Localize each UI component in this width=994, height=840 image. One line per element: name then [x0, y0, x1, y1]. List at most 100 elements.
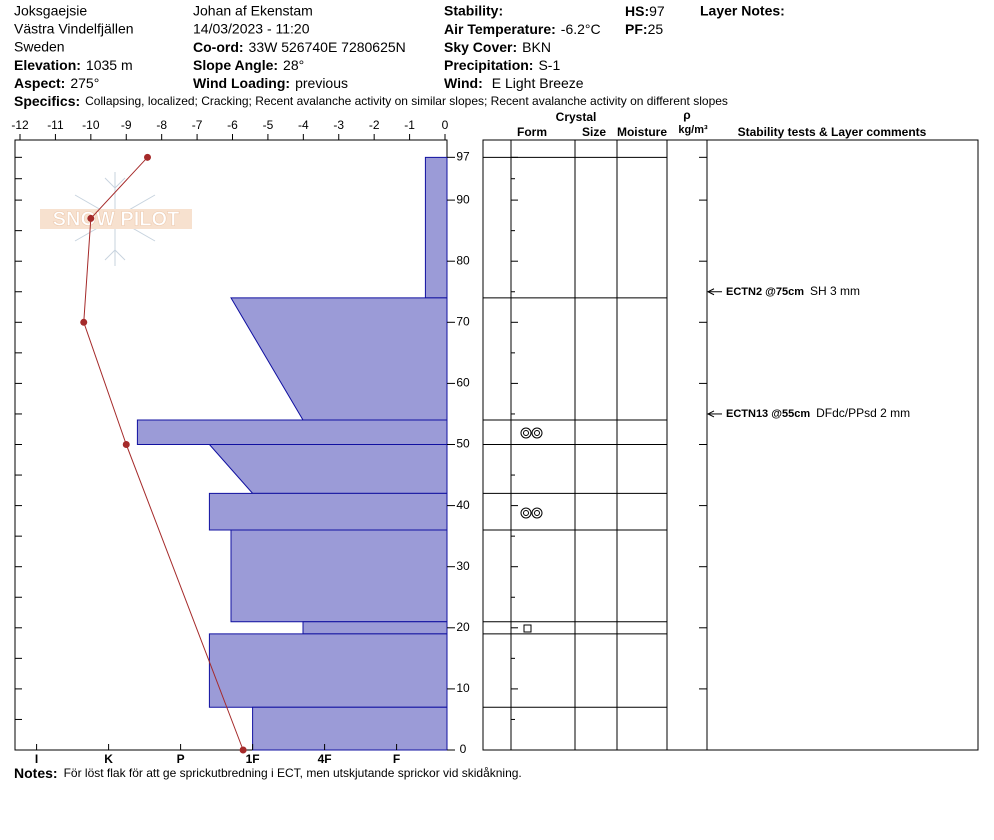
field-label: Wind Loading:	[193, 75, 290, 91]
temperature-tick-label: 0	[442, 118, 449, 132]
column-header: kg/m³	[678, 124, 708, 136]
layer-bar	[230, 529, 448, 623]
location-line: Västra Vindelfjällen	[14, 21, 134, 37]
field-label: Specifics:	[14, 93, 80, 109]
field-label: Slope Angle:	[193, 57, 278, 73]
wind-loading: Wind Loading: previous	[193, 75, 348, 91]
pf: PF:25	[625, 21, 663, 37]
location-line: Joksgaejsie	[14, 3, 87, 19]
layer-bar	[208, 492, 448, 531]
field-value: BKN	[522, 39, 551, 55]
field-value: E Light Breeze	[492, 75, 584, 91]
temperature-tick-label: -8	[156, 118, 167, 132]
y-tick-label: 80	[456, 253, 470, 267]
temperature-tick-label: -6	[227, 118, 238, 132]
field-label: Precipitation:	[444, 57, 533, 73]
y-tick-label: 60	[456, 376, 470, 390]
datetime: 14/03/2023 - 11:20	[193, 21, 310, 37]
temperature-point	[239, 746, 247, 754]
y-tick-label: 70	[456, 314, 470, 328]
air-temperature: Air Temperature: -6.2°C	[444, 21, 601, 37]
column-header: ρ	[683, 108, 690, 122]
y-tick-label: 10	[456, 681, 470, 695]
coord: Co-ord: 33W 526740E 7280625N	[193, 39, 406, 55]
hardness-tick-label: 4F	[318, 752, 332, 766]
field-value: -6.2°C	[561, 21, 601, 37]
wind: Wind: E Light Breeze	[444, 75, 584, 91]
aspect: Aspect: 275°	[14, 75, 99, 91]
temperature-point	[144, 153, 151, 161]
layer-bar	[136, 419, 448, 445]
temperature-tick-label: -11	[47, 118, 64, 132]
field-value: 33W 526740E 7280625N	[249, 39, 406, 55]
field-label: PF:	[625, 21, 648, 37]
field-label: Air Temperature:	[444, 21, 556, 37]
stability-label: Stability:	[444, 3, 503, 19]
precipitation: Precipitation: S-1	[444, 57, 560, 73]
grain-forms	[520, 427, 543, 633]
field-label: Sky Cover:	[444, 39, 517, 55]
sky-cover: Sky Cover: BKN	[444, 39, 551, 55]
notes: Notes: För löst flak för att ge sprickutb…	[14, 765, 522, 781]
hardness-tick-label: I	[35, 752, 38, 766]
elevation: Elevation: 1035 m	[14, 57, 133, 73]
y-tick-label: 30	[456, 559, 470, 573]
y-tick-label: 90	[456, 192, 470, 206]
field-value: 25	[648, 21, 664, 37]
stability-test: ECTN2 @75cm SH 3 mm	[726, 284, 860, 298]
y-tick-label: 50	[456, 437, 470, 451]
field-label: HS:	[625, 3, 649, 19]
field-value: Collapsing, localized; Cracking; Recent …	[85, 94, 728, 108]
column-header: Size	[582, 125, 606, 139]
slope-angle: Slope Angle: 28°	[193, 57, 304, 73]
y-tick-label: 40	[456, 498, 470, 512]
field-value: 1035 m	[86, 57, 133, 73]
stability-test: ECTN13 @55cm DFdc/PPsd 2 mm	[726, 406, 910, 420]
hardness-tick-label: F	[393, 752, 400, 766]
layer-notes-label: Layer Notes:	[700, 3, 785, 19]
temperature-tick-label: -10	[82, 118, 100, 132]
layer-bar	[208, 444, 448, 494]
notes-text: För löst flak för att ge sprickutbrednin…	[64, 766, 522, 780]
field-value: S-1	[538, 57, 560, 73]
y-tick-label: 97	[456, 150, 470, 164]
temperature-tick-label: -1	[404, 118, 415, 132]
temperature-point	[80, 318, 88, 326]
column-header: Crystal	[556, 110, 597, 124]
y-tick-label: 20	[456, 620, 470, 634]
temperature-tick-label: -12	[11, 118, 29, 132]
y-tick-label: 0	[460, 742, 467, 756]
logo-band	[40, 209, 192, 229]
temperature-tick-label: -4	[298, 118, 309, 132]
specifics: Specifics: Collapsing, localized; Crackin…	[14, 93, 728, 109]
layer-bar	[302, 621, 448, 635]
hs: HS:97	[625, 3, 665, 19]
column-header: Moisture	[617, 125, 667, 139]
column-header: Stability tests & Layer comments	[738, 125, 927, 139]
field-label: Aspect:	[14, 75, 65, 91]
logo: SNOW PILOT	[40, 172, 192, 266]
location-line: Sweden	[14, 39, 65, 55]
test-comment: SH 3 mm	[810, 284, 860, 298]
field-value: 275°	[70, 75, 99, 91]
hardness-tick-label: 1F	[246, 752, 260, 766]
hardness-tick-label: P	[177, 752, 185, 766]
field-label: Elevation:	[14, 57, 81, 73]
logo-text: SNOW PILOT	[53, 208, 180, 230]
field-value: 97	[649, 3, 665, 19]
field-value: previous	[295, 75, 348, 91]
column-header: Form	[517, 125, 547, 139]
test-label: ECTN13 @55cm	[726, 408, 810, 420]
temperature-point	[87, 214, 95, 222]
temperature-tick-label: -2	[369, 118, 380, 132]
test-label: ECTN2 @75cm	[726, 286, 804, 298]
field-value: 28°	[283, 57, 304, 73]
hardness-tick-label: K	[104, 752, 113, 766]
temperature-tick-label: -7	[192, 118, 203, 132]
test-arrowhead	[706, 410, 715, 418]
field-label: Wind:	[444, 75, 483, 91]
temperature-point	[122, 441, 130, 448]
layer-bar	[230, 297, 448, 421]
layer-bar	[424, 156, 448, 299]
